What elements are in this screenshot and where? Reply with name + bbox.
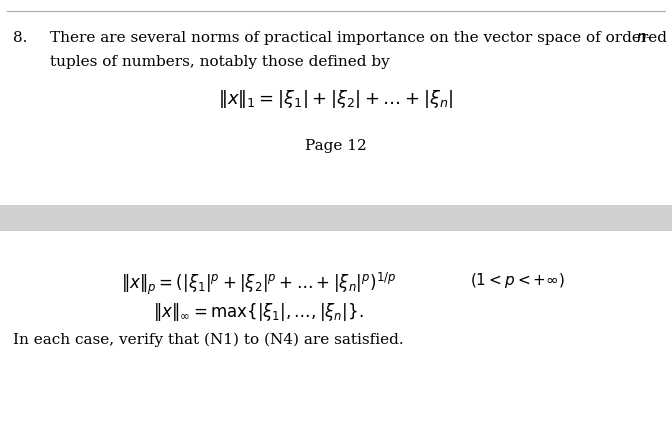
Text: Page 12: Page 12	[305, 139, 367, 153]
Text: In each case, verify that (N1) to (N4) are satisfied.: In each case, verify that (N1) to (N4) a…	[13, 332, 404, 347]
Text: $(1 < p < +\infty)$: $(1 < p < +\infty)$	[470, 271, 565, 290]
Text: $\|x\|_\infty = \max\{|\xi_1|, \ldots, |\xi_n|\}.$: $\|x\|_\infty = \max\{|\xi_1|, \ldots, |…	[153, 301, 364, 323]
Text: $\|x\|_1 = |\xi_1| + |\xi_2| + \ldots + |\xi_n|$: $\|x\|_1 = |\xi_1| + |\xi_2| + \ldots + …	[218, 88, 454, 110]
Text: $\|x\|_p = \left(|\xi_1|^p + |\xi_2|^p + \ldots + |\xi_n|^p\right)^{1/p}$: $\|x\|_p = \left(|\xi_1|^p + |\xi_2|^p +…	[121, 271, 396, 297]
Text: There are several norms of practical importance on the vector space of ordered: There are several norms of practical imp…	[50, 31, 672, 45]
FancyBboxPatch shape	[0, 205, 672, 231]
Text: $n$-: $n$-	[636, 31, 653, 45]
Text: 8.: 8.	[13, 31, 28, 45]
Text: tuples of numbers, notably those defined by: tuples of numbers, notably those defined…	[50, 55, 390, 69]
